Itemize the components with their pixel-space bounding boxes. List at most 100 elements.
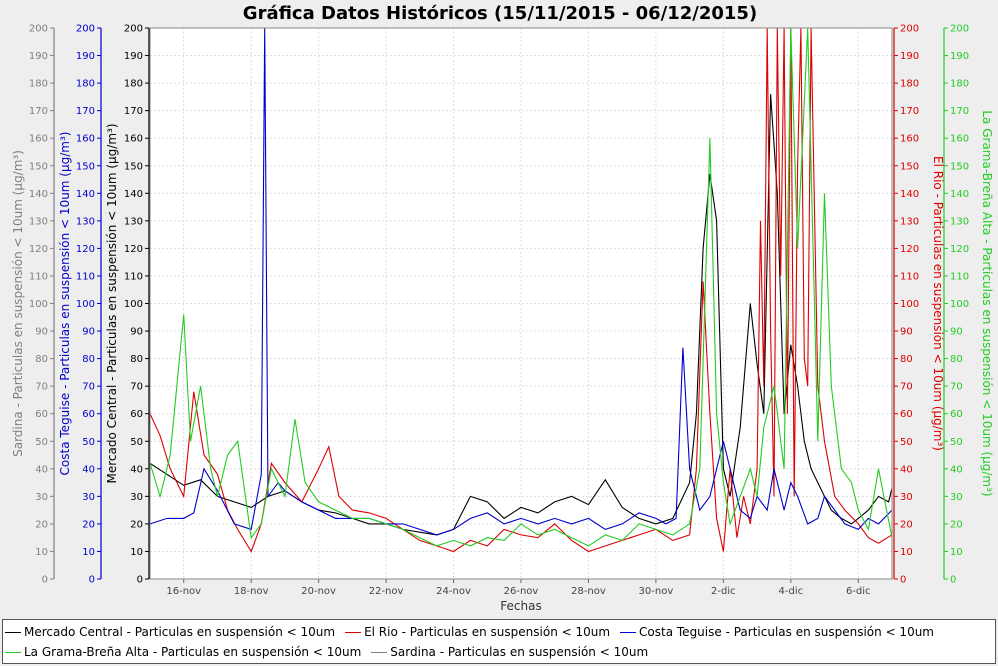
y-tick-label: 160: [29, 134, 48, 145]
y-axis-grama: 0 10 20 30 40 50 60 70 80 90 100 110 120 130 140 150 160…: [943, 24, 994, 586]
chart: Gráfica Datos Históricos (15/11/2015 - 0…: [11, 3, 994, 613]
x-tick-label: 22-nov: [369, 586, 404, 597]
y-tick-label: 0: [137, 575, 143, 586]
legend-row: La Grama-Breña Alta - Particulas en susp…: [5, 642, 658, 662]
y-tick-label: 80: [82, 354, 95, 365]
y-tick-label: 170: [76, 106, 95, 117]
y-tick-label: 170: [900, 106, 919, 117]
y-tick-label: 20: [900, 519, 913, 530]
y-tick-label: 80: [130, 354, 143, 365]
y-tick-label: 150: [950, 161, 969, 172]
y-tick-label: 140: [76, 189, 95, 200]
x-tick-label: 20-nov: [301, 586, 336, 597]
legend-swatch: [345, 631, 362, 633]
x-tick-label: 18-nov: [234, 586, 269, 597]
y-tick-label: 30: [950, 492, 963, 503]
series-line-3: [150, 28, 892, 547]
y-tick-label: 200: [76, 24, 95, 35]
series-line-2: [150, 28, 892, 536]
y-tick-label: 90: [900, 327, 913, 338]
y-tick-label: 140: [29, 189, 48, 200]
y-tick-label: 50: [950, 437, 963, 448]
y-tick-label: 150: [124, 161, 143, 172]
y-tick-label: 170: [29, 106, 48, 117]
y-tick-label: 80: [950, 354, 963, 365]
y-tick-label: 110: [76, 271, 95, 282]
y-tick-label: 60: [950, 409, 963, 420]
y-tick-label: 50: [35, 437, 48, 448]
legend-swatch: [371, 651, 388, 653]
y-tick-label: 100: [124, 299, 143, 310]
y-tick-label: 120: [76, 244, 95, 255]
series-lines: [150, 28, 892, 553]
y-tick-label: 10: [35, 547, 48, 558]
y-tick-label: 150: [29, 161, 48, 172]
x-tick-label: 2-dic: [711, 586, 736, 597]
y-tick-label: 110: [950, 271, 969, 282]
y-tick-label: 120: [900, 244, 919, 255]
y-tick-label: 130: [76, 216, 95, 227]
y-tick-label: 140: [124, 189, 143, 200]
y-tick-label: 30: [900, 492, 913, 503]
y-tick-label: 190: [950, 51, 969, 62]
y-tick-label: 50: [130, 437, 143, 448]
y-tick-label: 190: [76, 51, 95, 62]
y-tick-label: 60: [82, 409, 95, 420]
x-tick-label: 28-nov: [571, 586, 606, 597]
legend-row: Mercado Central - Particulas en suspensi…: [5, 622, 944, 642]
y-tick-label: 160: [76, 134, 95, 145]
x-axis: 16-nov 18-nov 20-nov 22-nov 24-nov 26-nov 28-n…: [150, 578, 892, 597]
legend-item: La Grama-Breña Alta - Particulas en susp…: [5, 645, 361, 659]
y-tick-label: 190: [29, 51, 48, 62]
legend-label: Sardina - Particulas en suspensión < 10u…: [390, 645, 649, 659]
y-tick-label: 0: [42, 575, 48, 586]
y-tick-label: 130: [124, 216, 143, 227]
y-tick-label: 110: [124, 271, 143, 282]
y-tick-label: 150: [76, 161, 95, 172]
y-tick-label: 30: [35, 492, 48, 503]
y-tick-label: 70: [35, 382, 48, 393]
legend-item: Mercado Central - Particulas en suspensi…: [5, 625, 335, 639]
y-tick-label: 50: [82, 437, 95, 448]
value-axes: 0102030405060708090100110120130140150160…: [11, 24, 994, 586]
y-tick-label: 170: [950, 106, 969, 117]
y-tick-label: 40: [130, 464, 143, 475]
y-tick-label: 70: [950, 382, 963, 393]
y-tick-label: 200: [29, 24, 48, 35]
y-tick-label: 30: [82, 492, 95, 503]
y-axis-rio: 0 10 20 30 40 50 60 70 80 90 100 110 120 130 140 150 160…: [893, 24, 945, 586]
y-tick-label: 10: [950, 547, 963, 558]
y-tick-label: 180: [950, 79, 969, 90]
legend-label: Mercado Central - Particulas en suspensi…: [24, 625, 336, 639]
y-tick-label: 20: [130, 519, 143, 530]
x-tick-label: 4-dic: [779, 586, 804, 597]
y-tick-label: 10: [130, 547, 143, 558]
y-tick-label: 190: [124, 51, 143, 62]
y-tick-label: 20: [35, 519, 48, 530]
y-tick-label: 100: [76, 299, 95, 310]
y-tick-label: 180: [900, 79, 919, 90]
y-axis-label: Costa Teguise - Particulas en suspensión…: [58, 132, 72, 476]
legend-label: El Rio - Particulas en suspensión < 10um: [364, 625, 611, 639]
y-tick-label: 40: [35, 464, 48, 475]
y-axis-label: Mercado Central - Particulas en suspensi…: [105, 123, 119, 483]
y-tick-label: 90: [35, 327, 48, 338]
y-tick-label: 180: [124, 79, 143, 90]
y-tick-label: 100: [900, 299, 919, 310]
y-tick-label: 90: [950, 327, 963, 338]
legend-item: El Rio - Particulas en suspensión < 10um: [345, 625, 610, 639]
plot-border: [149, 27, 893, 580]
legend-swatch: [5, 631, 21, 633]
y-tick-label: 140: [950, 189, 969, 200]
legend: Mercado Central - Particulas en suspensi…: [2, 619, 996, 664]
y-tick-label: 130: [29, 216, 48, 227]
y-tick-label: 20: [950, 519, 963, 530]
y-tick-label: 60: [900, 409, 913, 420]
y-axis-label: El Rio - Particulas en suspensión < 10um…: [931, 156, 945, 451]
y-tick-label: 110: [900, 271, 919, 282]
y-tick-label: 100: [29, 299, 48, 310]
y-tick-label: 180: [76, 79, 95, 90]
y-tick-label: 40: [950, 464, 963, 475]
y-tick-label: 60: [35, 409, 48, 420]
y-tick-label: 40: [900, 464, 913, 475]
